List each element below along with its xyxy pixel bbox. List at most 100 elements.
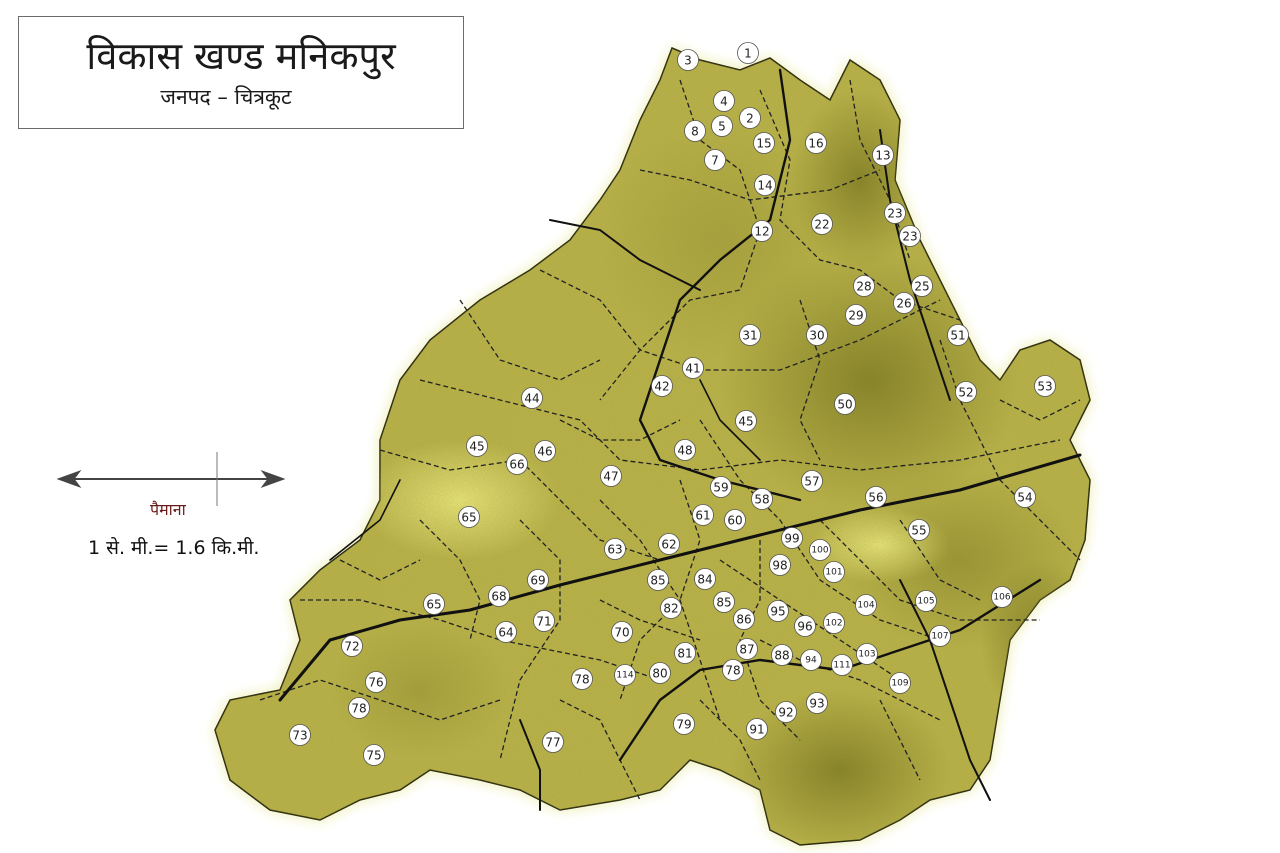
village-marker-circle <box>884 202 906 224</box>
village-marker: 94 <box>800 649 822 671</box>
village-marker-circle <box>1034 375 1056 397</box>
village-number-label: 56 <box>868 491 883 505</box>
village-marker-circle <box>571 668 593 690</box>
village-number-label: 58 <box>754 493 769 507</box>
village-number-label: 66 <box>509 458 524 472</box>
village-number-label: 85 <box>716 596 731 610</box>
village-marker: 15 <box>753 132 775 154</box>
village-number-label: 69 <box>530 574 545 588</box>
village-marker-circle <box>800 649 822 671</box>
village-marker-circle <box>363 744 385 766</box>
village-marker-circle <box>533 610 555 632</box>
village-marker: 96 <box>794 615 816 637</box>
village-number-label: 79 <box>676 718 691 732</box>
village-marker-circle <box>495 621 517 643</box>
village-number-label: 51 <box>950 329 965 343</box>
village-marker-circle <box>348 697 370 719</box>
village-marker: 65 <box>423 593 445 615</box>
village-marker-circle <box>647 569 669 591</box>
village-marker-circle <box>899 225 921 247</box>
village-marker: 30 <box>806 324 828 346</box>
village-marker-circle <box>893 292 915 314</box>
village-number-label: 77 <box>545 736 560 750</box>
village-marker-circle <box>735 410 757 432</box>
village-marker-circle <box>781 527 803 549</box>
village-marker: 111 <box>831 654 853 676</box>
village-number-label: 92 <box>778 706 793 720</box>
village-number-label: 104 <box>857 601 874 611</box>
village-number-label: 61 <box>695 509 710 523</box>
village-marker-circle <box>466 435 488 457</box>
village-number-label: 64 <box>498 626 513 640</box>
village-marker-circle <box>771 644 793 666</box>
village-number-label: 3 <box>684 54 692 68</box>
village-number-label: 96 <box>797 620 812 634</box>
village-marker-circle <box>806 692 828 714</box>
village-number-label: 106 <box>993 593 1010 603</box>
village-marker: 5 <box>711 115 733 137</box>
village-marker: 2 <box>739 107 761 129</box>
village-marker: 45 <box>735 410 757 432</box>
village-marker: 85 <box>647 569 669 591</box>
village-marker: 62 <box>658 533 680 555</box>
village-marker: 50 <box>834 393 856 415</box>
village-marker-circle <box>855 594 877 616</box>
village-marker-circle <box>751 488 773 510</box>
village-marker-circle <box>673 713 695 735</box>
village-marker-circle <box>991 586 1013 608</box>
village-number-label: 107 <box>931 632 948 642</box>
village-marker: 73 <box>289 724 311 746</box>
village-marker: 56 <box>865 486 887 508</box>
village-marker-circle <box>694 568 716 590</box>
village-marker-circle <box>506 453 528 475</box>
village-number-label: 29 <box>848 309 863 323</box>
village-marker-circle <box>651 375 673 397</box>
village-marker: 114 <box>614 664 636 686</box>
village-marker-circle <box>713 90 735 112</box>
village-number-label: 52 <box>958 386 973 400</box>
map-subtitle: जनपद – चित्रकूट <box>160 85 292 109</box>
village-marker-circle <box>458 506 480 528</box>
village-number-label: 1 <box>744 47 752 61</box>
village-marker-circle <box>769 554 791 576</box>
village-marker: 76 <box>365 671 387 693</box>
village-number-label: 78 <box>574 673 589 687</box>
village-number-label: 8 <box>691 125 699 139</box>
scale-bar <box>56 452 286 506</box>
village-marker-circle <box>733 608 755 630</box>
village-number-label: 93 <box>809 697 824 711</box>
village-number-label: 41 <box>685 362 700 376</box>
village-marker: 81 <box>674 642 696 664</box>
village-marker: 69 <box>527 569 549 591</box>
scale-ratio: 1 से. मी.= 1.6 कि.मी. <box>88 537 260 559</box>
village-marker: 28 <box>853 275 875 297</box>
village-marker: 51 <box>947 324 969 346</box>
village-number-label: 59 <box>713 481 728 495</box>
village-marker-circle <box>704 149 726 171</box>
village-number-label: 22 <box>814 218 829 232</box>
village-marker-circle <box>806 324 828 346</box>
village-number-label: 25 <box>914 280 929 294</box>
village-number-label: 53 <box>1037 380 1052 394</box>
village-number-label: 26 <box>896 297 911 311</box>
village-marker-circle <box>722 659 744 681</box>
village-number-label: 78 <box>351 702 366 716</box>
village-number-label: 62 <box>661 538 676 552</box>
village-marker: 23 <box>884 202 906 224</box>
village-number-label: 84 <box>697 573 712 587</box>
village-marker-circle <box>527 569 549 591</box>
village-marker-circle <box>775 701 797 723</box>
village-marker: 78 <box>348 697 370 719</box>
village-marker-circle <box>801 470 823 492</box>
village-marker: 99 <box>781 527 803 549</box>
village-number-label: 102 <box>825 619 842 629</box>
village-number-label: 30 <box>809 329 824 343</box>
village-marker-circle <box>674 642 696 664</box>
village-number-label: 111 <box>833 661 850 671</box>
village-marker-circle <box>614 664 636 686</box>
village-marker-circle <box>710 476 732 498</box>
village-number-label: 50 <box>837 398 852 412</box>
village-marker: 72 <box>341 635 363 657</box>
village-number-label: 54 <box>1017 491 1032 505</box>
